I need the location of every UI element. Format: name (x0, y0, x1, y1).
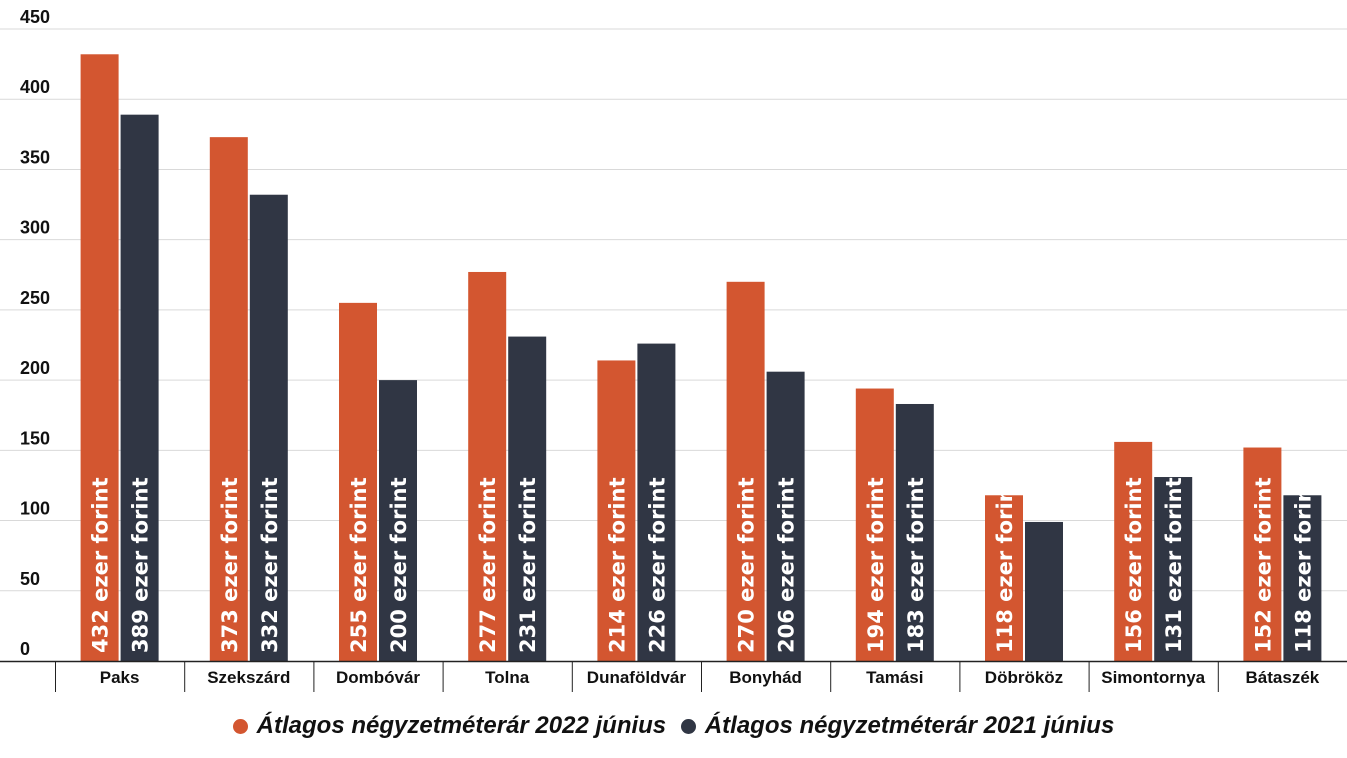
bar-data-label: 214 ezer forint (605, 477, 629, 653)
bar-data-label: 183 ezer forint (904, 477, 928, 653)
x-tick-label: Dombóvár (336, 668, 420, 687)
bar-2021-döbrököz (1025, 521, 1063, 661)
bar-2022-döbrököz (985, 495, 1023, 661)
bar-data-label: 231 ezer forint (516, 477, 540, 653)
bar-2021-tamási (895, 403, 934, 661)
bar-data-label: 332 ezer forint (258, 477, 282, 653)
y-axis-ticks: 0 50 100 150 200 250 300 350 400 450 (20, 7, 50, 659)
x-tick-label: Bonyhád (729, 668, 802, 687)
bar-data-label: 206 ezer forint (775, 477, 799, 653)
legend-swatch-2022 (232, 718, 248, 734)
bar-2021-bonyhád (766, 371, 805, 661)
bar-data-label: 200 ezer forint (387, 477, 411, 653)
y-tick-label: 300 (20, 218, 50, 238)
bar-2022-bátaszék (1243, 447, 1282, 661)
x-axis: Paks Szekszárd Dombóvár Tolna Dunaföldvár Bon… (0, 660, 1347, 692)
bar-2021-simontornya (1154, 477, 1193, 661)
bar-2022-simontornya (1114, 441, 1153, 661)
bar-2022-dunaföldvár (597, 360, 636, 661)
bar-2022-tolna (468, 271, 507, 661)
x-tick-label: Tamási (866, 668, 923, 687)
x-tick-label: Szekszárd (207, 668, 290, 687)
x-tick-label: Bátaszék (1246, 668, 1320, 687)
legend-item-2021: Átlagos négyzetméterár 2021 június (680, 712, 1115, 740)
x-tick-label: Dunaföldvár (587, 668, 687, 687)
bar-2021-paks (120, 114, 159, 661)
bar-2021-tolna (508, 336, 547, 661)
x-tick-label: Paks (100, 668, 140, 687)
bar-data-label: 389 ezer forint (129, 477, 153, 653)
bar-data-label: 226 ezer forint (645, 477, 669, 653)
bars: 432 ezer forint 389 ezer forint 373 ezer f… (80, 54, 1322, 662)
y-tick-label: 150 (20, 428, 50, 448)
y-tick-label: 350 (20, 147, 50, 167)
y-tick-label: 50 (20, 569, 40, 589)
y-tick-label: 200 (20, 358, 50, 378)
bar-data-label: 118 ezer forint (993, 477, 1017, 653)
bar-data-label: 270 ezer forint (735, 477, 759, 653)
bar-data-label: 131 ezer forint (1162, 477, 1186, 653)
bar-data-label: 194 ezer forint (864, 477, 888, 653)
bar-2022-bonyhád (726, 281, 765, 661)
bar-chart: 0 50 100 150 200 250 300 350 400 450 432 ezer for… (0, 7, 1347, 692)
y-tick-label: 450 (20, 7, 50, 27)
bar-data-label: 118 ezer forint (1291, 477, 1315, 653)
bar-2021-bátaszék (1283, 495, 1322, 661)
bar-2022-paks (80, 54, 119, 661)
legend-label-2022: Átlagos négyzetméterár 2022 június (256, 712, 667, 739)
y-tick-label: 400 (20, 77, 50, 97)
bar-2021-dombóvár (379, 380, 417, 661)
legend: Átlagos négyzetméterár 2022 június Átlag… (0, 712, 1347, 741)
y-tick-label: 0 (20, 639, 30, 659)
bar-data-label: 255 ezer forint (347, 477, 371, 653)
bar-data-label: 277 ezer forint (476, 477, 500, 653)
x-tick-label: Döbrököz (985, 668, 1063, 687)
y-tick-label: 100 (20, 499, 50, 519)
legend-item-2022: Átlagos négyzetméterár 2022 június (232, 712, 667, 740)
bar-2021-dunaföldvár (637, 343, 676, 661)
bar-2022-szekszárd (209, 137, 248, 662)
bar-2021-szekszárd (249, 194, 288, 662)
legend-label-2021: Átlagos négyzetméterár 2021 június (704, 712, 1115, 739)
legend-swatch-2021 (680, 718, 696, 734)
x-tick-label: Simontornya (1101, 668, 1205, 687)
bar-data-label: 152 ezer forint (1251, 477, 1275, 653)
bar-2022-tamási (855, 388, 894, 661)
bar-data-label: 156 ezer forint (1122, 477, 1146, 653)
x-tick-label: Tolna (485, 668, 530, 687)
y-tick-label: 250 (20, 288, 50, 308)
bar-2022-dombóvár (339, 302, 377, 661)
bar-data-label: 432 ezer forint (89, 477, 113, 653)
bar-data-label: 373 ezer forint (218, 477, 242, 653)
